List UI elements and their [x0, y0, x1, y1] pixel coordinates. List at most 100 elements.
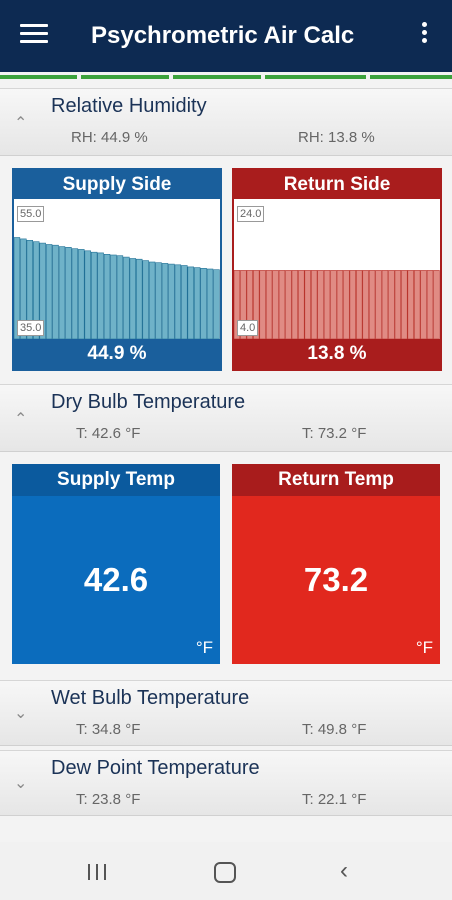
- chart-bar: [356, 270, 363, 339]
- supply-side-header: Supply Side: [14, 170, 220, 199]
- supply-bars: [14, 237, 220, 339]
- return-temp-panel: Return Temp 73.2 °F: [232, 464, 440, 664]
- tab-indicator-3: [173, 75, 261, 79]
- chart-bar: [401, 270, 408, 339]
- chart-bar: [52, 244, 59, 339]
- tab-indicator-5: [370, 75, 452, 79]
- chart-bar: [148, 261, 156, 339]
- section-relative-humidity[interactable]: ⌃ Relative Humidity RH: 44.9 % RH: 13.8 …: [0, 88, 452, 156]
- chart-bar: [234, 270, 241, 339]
- chart-bar: [142, 260, 149, 339]
- chart-bar: [285, 270, 292, 339]
- app-bar: Psychrometric Air Calc: [0, 0, 452, 72]
- chart-bar: [413, 270, 421, 339]
- return-rh-value: RH: 13.8 %: [298, 129, 375, 146]
- section-wet-bulb[interactable]: ⌄ Wet Bulb Temperature T: 34.8 °F T: 49.…: [0, 680, 452, 746]
- supply-tick-bottom: 35.0: [17, 320, 45, 336]
- return-bars: [234, 270, 440, 339]
- chart-bar: [71, 248, 79, 339]
- return-temp-header: Return Temp: [232, 464, 440, 496]
- chevron-up-icon[interactable]: ⌃: [14, 411, 28, 428]
- return-wet-bulb-value: T: 49.8 °F: [302, 721, 367, 738]
- chart-bar: [116, 255, 124, 339]
- chart-bar: [323, 270, 331, 339]
- app-title: Psychrometric Air Calc: [91, 22, 355, 49]
- chart-bar: [206, 268, 214, 339]
- return-rh-chart: Return Side 24.0 4.0 13.8 %: [232, 168, 442, 371]
- back-icon[interactable]: ‹: [340, 857, 348, 884]
- chart-bar: [362, 270, 369, 339]
- chart-bar: [14, 237, 21, 339]
- return-side-header: Return Side: [234, 170, 440, 199]
- kebab-icon[interactable]: [414, 22, 434, 50]
- chart-bar: [33, 241, 40, 339]
- chart-bar: [84, 250, 91, 339]
- home-icon[interactable]: [214, 862, 236, 883]
- chart-bar: [317, 270, 324, 339]
- tab-indicator-2: [81, 75, 169, 79]
- supply-temp-value: T: 42.6 °F: [76, 425, 141, 442]
- chart-bar: [394, 270, 402, 339]
- chart-bar: [291, 270, 299, 339]
- supply-tick-top: 55.0: [17, 206, 45, 222]
- chart-bar: [58, 246, 66, 339]
- chart-bar: [253, 270, 260, 339]
- chart-bar: [259, 270, 266, 339]
- chart-bar: [381, 270, 389, 339]
- section-dry-bulb[interactable]: ⌃ Dry Bulb Temperature T: 42.6 °F T: 73.…: [0, 384, 452, 452]
- chart-bar: [407, 270, 414, 339]
- chart-bar: [298, 270, 305, 339]
- return-temp-value: T: 73.2 °F: [302, 425, 367, 442]
- chart-bar: [375, 270, 382, 339]
- chart-bar: [155, 262, 162, 339]
- recent-apps-icon[interactable]: [88, 864, 108, 880]
- chevron-down-icon[interactable]: ⌄: [14, 705, 28, 722]
- supply-temp-unit: °F: [195, 638, 213, 657]
- chart-bar: [187, 266, 194, 339]
- chart-bar: [200, 268, 207, 339]
- chart-bar: [193, 267, 201, 339]
- return-dew-point-value: T: 22.1 °F: [302, 791, 367, 808]
- chart-bar: [45, 244, 53, 339]
- chart-bar: [343, 270, 350, 339]
- chevron-down-icon[interactable]: ⌄: [14, 775, 28, 792]
- supply-rh-chart: Supply Side 55.0 35.0 44.9 %: [12, 168, 222, 371]
- chart-bar: [310, 270, 318, 339]
- chart-bar: [240, 270, 247, 339]
- tab-indicator-4: [265, 75, 366, 79]
- supply-temp-panel: Supply Temp 42.6 °F: [12, 464, 220, 664]
- chart-bar: [349, 270, 357, 339]
- chart-bar: [213, 269, 220, 339]
- chart-bar: [304, 270, 311, 339]
- system-nav-bar: [0, 842, 452, 900]
- supply-rh-value: RH: 44.9 %: [71, 129, 148, 146]
- chart-bar: [426, 270, 434, 339]
- chart-bar: [161, 263, 169, 339]
- section-title: Dry Bulb Temperature: [51, 391, 246, 413]
- chart-bar: [330, 270, 337, 339]
- return-temp-unit: °F: [415, 638, 433, 657]
- chart-bar: [265, 270, 273, 339]
- chart-bar: [388, 270, 395, 339]
- chart-bar: [181, 265, 188, 339]
- chart-bar: [90, 251, 98, 339]
- chart-bar: [123, 256, 130, 339]
- supply-wet-bulb-value: T: 34.8 °F: [76, 721, 141, 738]
- supply-dew-point-value: T: 23.8 °F: [76, 791, 141, 808]
- section-title: Relative Humidity: [51, 95, 207, 117]
- chart-bar: [336, 270, 344, 339]
- return-temp-readout: 73.2: [303, 561, 369, 598]
- chart-bar: [168, 263, 175, 339]
- tab-indicator-1: [0, 75, 77, 79]
- chart-bar: [39, 242, 46, 339]
- hamburger-icon[interactable]: [20, 24, 48, 48]
- section-title: Dew Point Temperature: [51, 757, 260, 779]
- chevron-up-icon[interactable]: ⌃: [14, 115, 28, 132]
- chart-bar: [278, 270, 286, 339]
- return-tick-top: 24.0: [237, 206, 265, 222]
- supply-rh-readout: 44.9 %: [14, 339, 220, 369]
- section-dew-point[interactable]: ⌄ Dew Point Temperature T: 23.8 °F T: 22…: [0, 750, 452, 816]
- chart-bar: [103, 253, 111, 339]
- chart-bar: [420, 270, 427, 339]
- chart-bar: [246, 270, 254, 339]
